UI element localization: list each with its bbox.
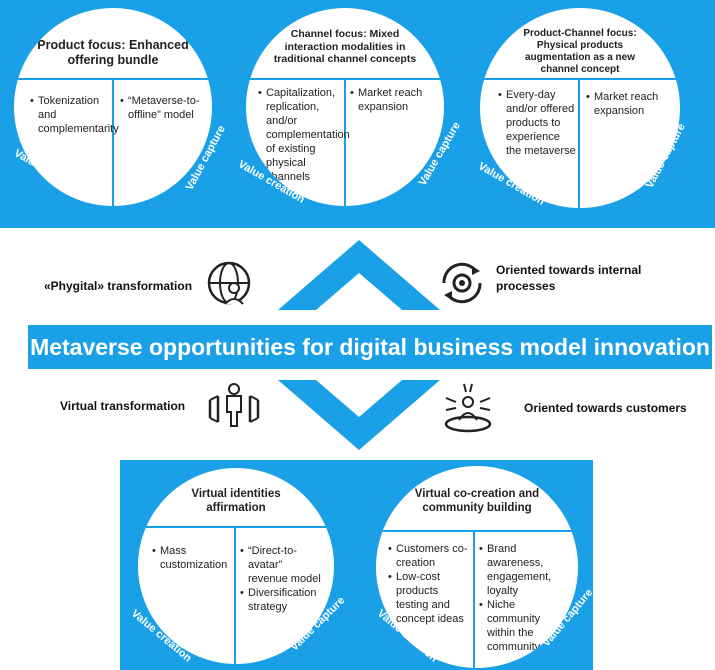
- value-capture-cell: Market reach expansion: [350, 86, 428, 114]
- value-creation-cell: Every-day and/or offered products to exp…: [498, 88, 576, 158]
- list-item: Low-cost products testing and concept id…: [388, 570, 472, 626]
- virtual-transformation-label: Virtual transformation: [60, 399, 186, 413]
- chevron-down-icon: [278, 380, 440, 450]
- gear-cycle-icon: [442, 262, 482, 304]
- value-creation-cell: Tokenization and complementarity: [30, 94, 119, 136]
- list-item: Brand awareness, engagement, loyalty: [479, 542, 565, 598]
- value-capture-cell: Market reach expansion: [586, 90, 666, 118]
- virtual-identities-circle: Virtual identities affirmation Mass cust…: [138, 468, 334, 664]
- list-item: “Direct-to-avatar” revenue model: [240, 544, 322, 586]
- product-focus-circle: Product focus: Enhanced offering bundle …: [14, 8, 212, 206]
- value-creation-cell: Mass customization: [152, 544, 232, 572]
- list-item: Market reach expansion: [586, 90, 666, 118]
- list-item: Niche community within the community: [479, 598, 565, 654]
- list-item: Mass customization: [152, 544, 232, 572]
- value-capture-cell: Brand awareness, engagement, loyalty Nic…: [479, 542, 565, 654]
- customer-target-icon: [444, 383, 492, 433]
- list-item: “Metaverse-to-offline” model: [120, 94, 202, 122]
- value-creation-cell: Capitalization, replication, and/or comp…: [258, 86, 350, 184]
- co-creation-circle: Virtual co-creation and community buildi…: [376, 466, 578, 668]
- circle-title: Product focus: Enhanced offering bundle: [37, 38, 189, 67]
- product-channel-focus-circle: Product-Channel focus: Physical products…: [480, 8, 680, 208]
- circle-title: Virtual identities affirmation: [191, 488, 281, 514]
- circle-title: Product-Channel focus: Physical products…: [523, 28, 637, 75]
- value-capture-cell: “Direct-to-avatar” revenue model Diversi…: [240, 544, 322, 614]
- value-creation-cell: Customers co-creation Low-cost products …: [388, 542, 472, 626]
- value-capture-cell: “Metaverse-to-offline” model: [120, 94, 202, 122]
- phygital-transformation-label: «Phygital» transformation: [44, 279, 193, 293]
- channel-focus-circle: Channel focus: Mixed interaction modalit…: [246, 8, 444, 206]
- group-people-icon: [208, 383, 260, 427]
- chevron-up-icon: [278, 240, 440, 310]
- internal-processes-label: Oriented towards internal processes: [496, 263, 642, 293]
- circle-title: Virtual co-creation and community buildi…: [414, 488, 540, 514]
- list-item: Every-day and/or offered products to exp…: [498, 88, 576, 158]
- list-item: Customers co-creation: [388, 542, 472, 570]
- list-item: Tokenization and complementarity: [30, 94, 119, 136]
- list-item: Market reach expansion: [350, 86, 428, 114]
- customers-label: Oriented towards customers: [524, 401, 687, 415]
- list-item: Diversification strategy: [240, 586, 322, 614]
- circle-title: Channel focus: Mixed interaction modalit…: [273, 28, 417, 66]
- main-banner: Metaverse opportunities for digital busi…: [28, 325, 712, 369]
- list-item: Capitalization, replication, and/or comp…: [258, 86, 350, 184]
- globe-person-icon: [207, 261, 251, 305]
